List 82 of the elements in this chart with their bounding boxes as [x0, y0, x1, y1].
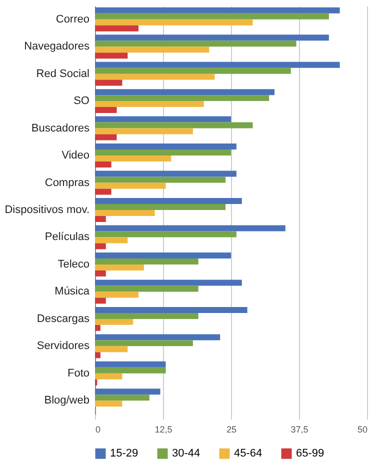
- bar: [95, 134, 117, 140]
- bar: [95, 7, 340, 14]
- y-tick-label: Navegadores: [24, 40, 90, 53]
- bar: [95, 204, 226, 210]
- bar: [95, 19, 253, 26]
- y-tick-label: Video: [62, 150, 90, 162]
- bar: [95, 95, 270, 102]
- x-tick-label: 0: [96, 424, 101, 434]
- y-tick-label: Foto: [67, 367, 90, 380]
- bar: [95, 340, 193, 346]
- bar: [95, 400, 122, 407]
- bar: [95, 280, 242, 286]
- y-tick-label: Descargas: [36, 312, 90, 325]
- bar: [95, 74, 215, 80]
- bar: [95, 13, 329, 20]
- bar: [95, 176, 226, 183]
- bar: [95, 107, 117, 114]
- bar: [95, 188, 112, 195]
- y-tick-label: Teleco: [58, 258, 90, 270]
- bar: [95, 270, 106, 276]
- bar: [95, 298, 106, 304]
- legend-label: 45-64: [234, 448, 262, 460]
- bar: [95, 101, 204, 108]
- bar: [95, 34, 329, 41]
- legend-label: 65-99: [296, 448, 324, 460]
- legend-label: 15-29: [110, 448, 138, 460]
- bar: [95, 312, 198, 319]
- x-tick-label: 50: [357, 424, 368, 434]
- bar: [95, 264, 144, 270]
- bar: [95, 52, 128, 59]
- x-tick-label: 37,5: [290, 424, 308, 434]
- bar: [95, 89, 275, 96]
- y-tick-label: SO: [74, 95, 90, 108]
- bar: [95, 144, 236, 150]
- legend-label: 30-44: [172, 448, 200, 460]
- y-tick-label: Películas: [44, 231, 90, 244]
- bar: [95, 318, 134, 325]
- bar: [95, 150, 231, 156]
- bar: [95, 258, 198, 264]
- bar: [95, 394, 150, 401]
- bar: [95, 361, 166, 368]
- bar: [95, 292, 139, 298]
- bar: [95, 388, 160, 395]
- y-tick-label: Dispositivos mov.: [4, 204, 90, 216]
- x-tick-label: 25: [226, 424, 237, 434]
- y-tick-label: Compras: [44, 176, 90, 189]
- bar: [95, 346, 128, 352]
- y-tick-label: Blog/web: [44, 394, 90, 407]
- bar: [95, 128, 193, 134]
- bar: [95, 156, 172, 162]
- bar: [95, 252, 231, 258]
- y-tick-label: Correo: [56, 13, 90, 26]
- bar: [95, 62, 340, 68]
- y-tick-label: Servidores: [36, 340, 90, 352]
- bar: [95, 324, 100, 331]
- bar: [95, 170, 236, 177]
- bar: [95, 373, 122, 380]
- bar: [95, 231, 236, 238]
- bar: [95, 352, 100, 358]
- bar: [95, 367, 166, 374]
- bar: [95, 334, 220, 340]
- bar: [95, 210, 155, 216]
- y-tick-label: Música: [54, 286, 90, 298]
- bar: [95, 225, 286, 232]
- bar: [95, 286, 198, 292]
- x-tick-label: 12,5: [154, 424, 172, 434]
- bar: [95, 182, 166, 189]
- bar: [95, 216, 106, 222]
- y-tick-label: Buscadores: [31, 122, 90, 134]
- bar: [95, 306, 248, 313]
- bar: [95, 40, 296, 47]
- y-tick-label: Red Social: [36, 68, 90, 80]
- bar: [95, 116, 231, 122]
- bar: [95, 46, 210, 53]
- bar: [95, 237, 128, 244]
- bar: [95, 122, 253, 128]
- bar: [95, 68, 291, 74]
- bar: [95, 25, 139, 32]
- bar: [95, 80, 122, 86]
- bar: [95, 162, 112, 168]
- bar: [95, 198, 242, 204]
- bar: [95, 243, 106, 250]
